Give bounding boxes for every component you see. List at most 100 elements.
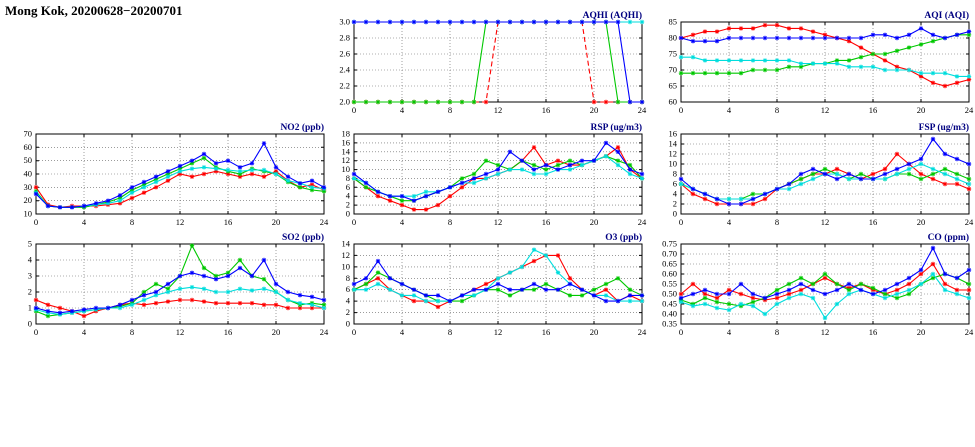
y-tick-label: 2.6 [339,49,350,59]
y-tick-label: 6 [673,179,677,189]
y-tick-label: 0.50 [662,289,677,299]
chart-title-fsp: FSP (ug/m3) [918,123,969,133]
x-tick-label: 12 [494,327,503,337]
x-tick-label: 12 [494,105,503,115]
x-tick-label: 0 [679,327,683,337]
y-tick-label: 16 [669,129,678,139]
x-tick-label: 12 [176,327,185,337]
y-tick-label: 0 [346,319,350,329]
x-tick-label: 20 [272,217,281,227]
x-tick-label: 8 [775,327,779,337]
x-tick-label: 16 [869,327,878,337]
chart-title-co: CO (ppm) [927,233,969,243]
y-tick-label: 70 [669,65,678,75]
x-tick-label: 8 [775,217,779,227]
y-tick-label: 2 [346,200,350,210]
x-tick-label: 4 [82,327,87,337]
y-tick-label: 4 [28,255,33,265]
y-tick-label: 70 [24,129,33,139]
y-tick-label: 2.4 [339,65,350,75]
x-tick-label: 4 [727,217,732,227]
y-tick-label: 20 [24,195,33,205]
y-tick-label: 14 [669,139,678,149]
y-tick-label: 2 [673,199,677,209]
x-tick-label: 12 [821,327,830,337]
chart-co: CO (ppm) 0.35 0.40 0.45 0.50 0.55 0.60 0.65 0.7… [645,232,975,347]
x-tick-label: 8 [448,105,452,115]
x-tick-label: 16 [224,217,233,227]
plot-border [35,133,325,215]
y-tick-label: 5 [28,239,32,249]
y-tick-label: 10 [342,261,351,271]
y-tick-label: 50 [24,155,33,165]
x-tick-label: 4 [400,217,405,227]
y-tick-label: 0.35 [662,319,677,329]
y-tick-label: 10 [24,209,33,219]
page-title: Mong Kok, 20200628−20200701 [5,3,183,18]
y-tick-label: 1 [28,303,32,313]
x-tick-label: 8 [448,217,452,227]
x-tick-label: 0 [679,217,683,227]
series-markers-blue [351,258,645,304]
y-tick-label: 0.75 [662,239,677,249]
y-tick-label: 0.55 [662,279,677,289]
y-tick-label: 0.65 [662,259,677,269]
x-tick-label: 4 [727,105,732,115]
plot-border [35,243,325,325]
y-tick-label: 2.0 [339,97,350,107]
chart-rsp: RSP (ug/m3) 0 2 4 6 8 10 12 14 16 18 0 4 8 12 16 20 24 [318,122,648,237]
series-markers-blue [678,245,972,301]
x-tick-label: 4 [727,327,732,337]
chart-title-so2: SO2 (ppb) [282,233,324,243]
x-tick-label: 20 [917,217,926,227]
y-tick-label: 10 [342,164,351,174]
series-markers-blue [351,140,645,203]
x-tick-label: 16 [542,105,551,115]
x-tick-label: 16 [542,217,551,227]
x-tick-label: 12 [821,217,830,227]
y-tick-label: 4 [346,191,351,201]
y-tick-label: 14 [342,239,351,249]
x-tick-label: 8 [775,105,779,115]
y-tick-label: 6 [346,284,350,294]
x-tick-label: 12 [821,105,830,115]
plot-border [680,21,970,103]
x-tick-label: 24 [965,217,974,227]
chart-title-aqhi: AQHI (AQHI) [582,11,642,21]
x-tick-label: 4 [400,105,405,115]
chart-title-no2: NO2 (ppb) [280,123,324,133]
x-tick-label: 20 [272,327,281,337]
chart-plot: 10 20 30 40 50 60 70 0 4 8 12 16 20 24 [24,129,330,228]
x-tick-label: 8 [130,217,134,227]
y-tick-label: 0.45 [662,299,677,309]
x-tick-label: 4 [82,217,87,227]
y-tick-label: 30 [24,182,33,192]
y-tick-label: 0 [346,209,350,219]
series-markers-blue [33,257,327,315]
series-markers-blue [351,19,645,105]
series-markers-cyan [678,55,972,79]
x-tick-label: 8 [448,327,452,337]
x-tick-label: 24 [638,327,647,337]
y-tick-label: 8 [673,169,677,179]
x-tick-label: 24 [320,327,329,337]
y-tick-label: 3 [28,271,32,281]
x-tick-label: 16 [869,105,878,115]
y-tick-label: 2 [346,307,350,317]
x-tick-label: 12 [494,217,503,227]
x-tick-label: 0 [352,105,356,115]
series-markers-blue [678,26,972,44]
x-tick-label: 4 [400,327,405,337]
y-tick-label: 0 [673,209,677,219]
y-tick-label: 12 [669,149,678,159]
chart-title-o3: O3 (ppb) [605,233,642,243]
y-tick-label: 75 [669,49,678,59]
y-tick-label: 2.2 [339,81,350,91]
x-tick-label: 20 [917,105,926,115]
y-tick-label: 0.70 [662,249,677,259]
y-tick-label: 40 [24,169,33,179]
